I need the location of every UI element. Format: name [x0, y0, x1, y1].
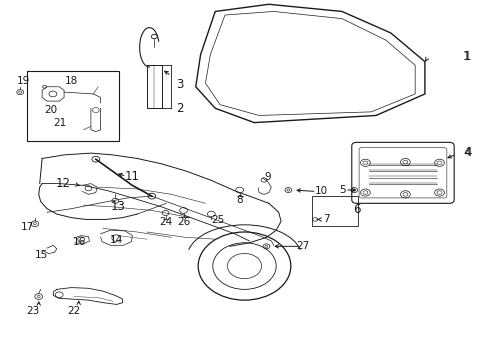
- Text: 24: 24: [159, 217, 172, 227]
- Text: 8: 8: [236, 195, 243, 205]
- Text: 19: 19: [17, 76, 30, 86]
- Text: 10: 10: [314, 186, 327, 196]
- Bar: [311, 197, 357, 226]
- Text: 17: 17: [21, 222, 34, 231]
- Text: 16: 16: [73, 237, 86, 247]
- Text: 7: 7: [323, 215, 329, 224]
- Text: 18: 18: [65, 76, 78, 86]
- Text: 23: 23: [26, 306, 39, 316]
- Text: 13: 13: [110, 201, 125, 213]
- Text: 22: 22: [67, 306, 81, 316]
- Text: 6: 6: [352, 203, 360, 216]
- Text: 2: 2: [176, 102, 183, 115]
- Text: 4: 4: [463, 145, 470, 158]
- Text: 27: 27: [296, 241, 309, 251]
- Text: 9: 9: [264, 172, 271, 182]
- Text: 25: 25: [211, 215, 224, 225]
- Text: 11: 11: [124, 170, 140, 183]
- Text: 20: 20: [44, 105, 58, 115]
- Text: 26: 26: [177, 217, 190, 227]
- Text: 12: 12: [56, 177, 70, 190]
- Text: 21: 21: [53, 118, 66, 128]
- Text: 3: 3: [176, 78, 183, 91]
- Text: 5: 5: [338, 185, 345, 195]
- Bar: [26, 71, 119, 140]
- Text: 1: 1: [463, 50, 470, 63]
- Text: 14: 14: [110, 235, 123, 245]
- Text: 1: 1: [462, 50, 469, 63]
- Text: 15: 15: [35, 249, 48, 260]
- Text: 4: 4: [462, 145, 469, 158]
